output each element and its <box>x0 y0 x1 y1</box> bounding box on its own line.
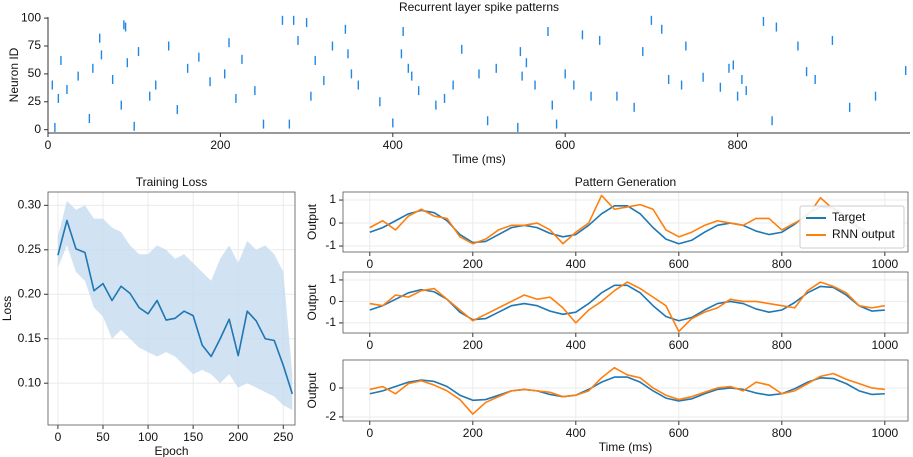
line-series <box>369 194 885 245</box>
x-tick-label: 1000 <box>871 338 898 352</box>
subplot: -1 0 1 0 200 400 600 800 1000 Pattern Generation O… <box>305 175 909 271</box>
plot-frame <box>342 359 909 422</box>
y-tick-label: 0.15 <box>18 331 42 345</box>
y-tick-label: 25 <box>28 94 42 108</box>
y-axis-label: Output <box>305 203 319 240</box>
y-axis-label: Neuron ID <box>7 47 21 102</box>
legend-box <box>799 205 905 249</box>
x-axis-label: Epoch <box>154 444 188 457</box>
x-axis-label: Time (ms) <box>599 440 653 454</box>
error-band <box>57 200 293 410</box>
y-axis-label: Output <box>305 284 319 321</box>
x-axis-label: Time (ms) <box>452 152 506 166</box>
y-tick-label: -1 <box>325 315 336 329</box>
x-tick-label: 600 <box>669 338 689 352</box>
x-tick-label: 1000 <box>871 257 898 271</box>
plot-frame <box>342 271 909 334</box>
legend-label: RNN output <box>832 227 895 241</box>
y-tick-label: 75 <box>28 38 42 52</box>
x-tick-label: 100 <box>138 430 158 444</box>
x-tick-label: 0 <box>366 426 373 440</box>
x-tick-label: 800 <box>728 138 748 152</box>
x-tick-label: 0 <box>366 257 373 271</box>
y-tick-label: -1 <box>325 238 336 252</box>
legend: Target RNN output <box>799 205 905 249</box>
subplot: -2 0 0 200 400 600 800 1000 Time (ms) Output <box>305 359 909 454</box>
y-axis-label: Output <box>305 372 319 409</box>
y-tick-label: 0 <box>329 215 336 229</box>
subplot: 0 25 50 75 100 0 200 400 600 800 Recurrent layer s… <box>7 0 910 166</box>
x-tick-label: 200 <box>463 257 483 271</box>
x-tick-label: 200 <box>463 426 483 440</box>
x-tick-label: 800 <box>772 426 792 440</box>
x-tick-label: 0 <box>366 338 373 352</box>
x-tick-label: 0 <box>45 138 52 152</box>
x-tick-label: 600 <box>669 257 689 271</box>
x-tick-label: 400 <box>383 138 403 152</box>
x-tick-label: 400 <box>566 426 586 440</box>
x-tick-label: 50 <box>96 430 110 444</box>
plot-frame <box>47 191 296 426</box>
chart-title: Recurrent layer spike patterns <box>399 0 559 14</box>
line-series <box>369 376 885 402</box>
x-tick-label: 250 <box>273 430 293 444</box>
chart-title: Pattern Generation <box>575 175 676 189</box>
line-series <box>369 366 885 415</box>
x-tick-label: 600 <box>669 426 689 440</box>
y-tick-label: 0.30 <box>18 198 42 212</box>
x-tick-label: 0 <box>55 430 62 444</box>
legend-label: Target <box>832 210 866 224</box>
x-tick-label: 200 <box>210 138 230 152</box>
x-tick-label: 800 <box>772 257 792 271</box>
subplot: 0.10 0.15 0.20 0.25 0.30 0 50 100 150 200 250 Train… <box>0 175 296 457</box>
x-tick-label: 200 <box>463 338 483 352</box>
x-tick-label: 400 <box>566 338 586 352</box>
line-series <box>57 219 294 395</box>
line-series <box>369 281 885 333</box>
x-tick-label: 800 <box>772 338 792 352</box>
y-tick-label: -2 <box>325 409 336 423</box>
x-tick-label: 1000 <box>871 426 898 440</box>
y-tick-label: 50 <box>28 66 42 80</box>
x-tick-label: 600 <box>555 138 575 152</box>
y-tick-label: 1 <box>329 192 336 206</box>
x-tick-label: 200 <box>228 430 248 444</box>
subplot: -1 0 1 0 200 400 600 800 1000 Output <box>305 271 909 352</box>
y-tick-label: 0.20 <box>18 286 42 300</box>
y-tick-label: 0 <box>329 294 336 308</box>
y-axis-label: Loss <box>0 296 14 321</box>
y-tick-label: 0 <box>34 122 41 136</box>
y-tick-label: 1 <box>329 272 336 286</box>
y-tick-label: 100 <box>21 10 41 24</box>
chart-title: Training Loss <box>136 175 208 189</box>
x-tick-label: 400 <box>566 257 586 271</box>
y-tick-label: 0 <box>329 380 336 394</box>
x-tick-label: 150 <box>183 430 203 444</box>
plot-frame <box>342 191 909 253</box>
line-series <box>369 284 885 322</box>
y-tick-label: 0.25 <box>18 242 42 256</box>
y-tick-label: 0.10 <box>18 375 42 389</box>
